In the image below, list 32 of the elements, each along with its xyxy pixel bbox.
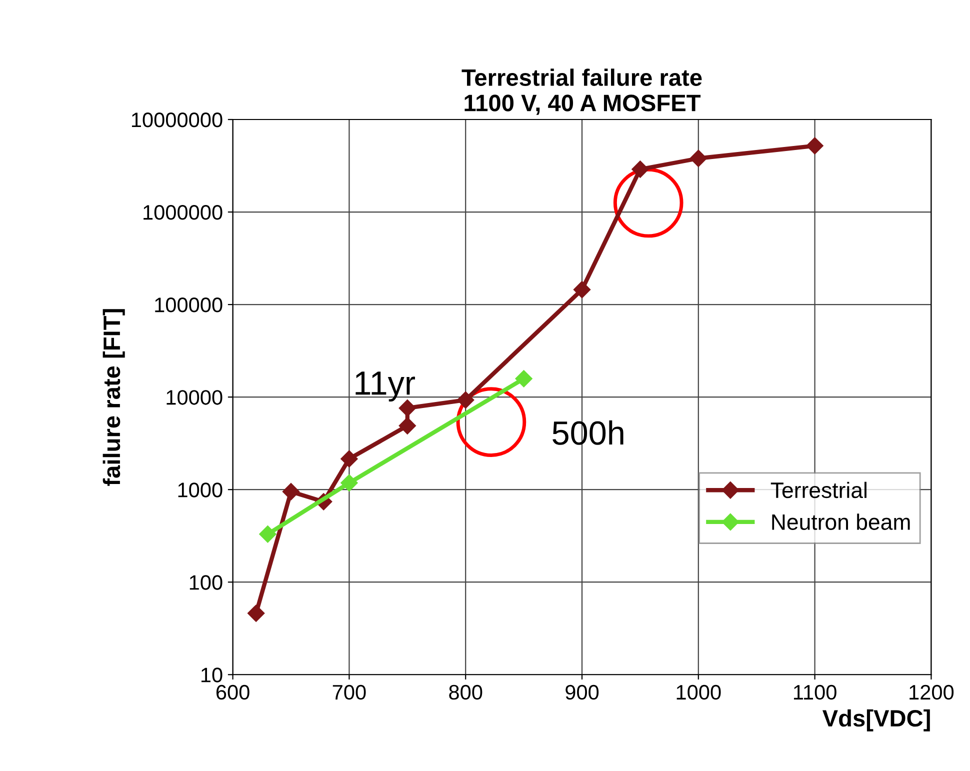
y-tick-label: 100	[190, 575, 222, 590]
point	[340, 450, 358, 468]
x-tick-label: 1200	[910, 684, 954, 700]
x-tick-label: 700	[332, 684, 366, 700]
annotation: 11yr	[356, 372, 415, 402]
y-axis-title: failure rate [FIT]	[102, 309, 125, 486]
point	[573, 281, 591, 298]
point	[457, 391, 474, 409]
y-tick-label: 10	[201, 668, 222, 682]
x-axis-title: Vds[VDC]	[822, 709, 930, 732]
x-tick-label: 800	[449, 684, 482, 700]
x-tick-label: 900	[566, 684, 599, 700]
point	[806, 137, 824, 154]
point	[259, 526, 276, 543]
point	[282, 483, 300, 500]
point	[340, 474, 358, 492]
point	[690, 150, 707, 167]
x-tick-label: 600	[216, 684, 250, 700]
y-tick-label: 10000000	[132, 112, 222, 128]
point	[398, 417, 416, 434]
chart-title: Terrestrial failure rate 1100 V, 40 A MOSFET	[462, 68, 702, 115]
point	[632, 160, 649, 178]
y-tick-label: 10000	[166, 390, 222, 405]
x-tick-label: 1000	[676, 684, 721, 700]
y-tick-label: 100000	[155, 298, 222, 312]
y-tick-label: 1000	[178, 482, 222, 498]
point	[515, 370, 532, 388]
point	[248, 604, 265, 622]
legend-label: Terrestrial	[770, 482, 866, 498]
y-tick-label: 1000000	[144, 205, 222, 220]
legend-label: Neutron beam	[772, 514, 910, 530]
x-tick-label: 1100	[794, 684, 836, 700]
